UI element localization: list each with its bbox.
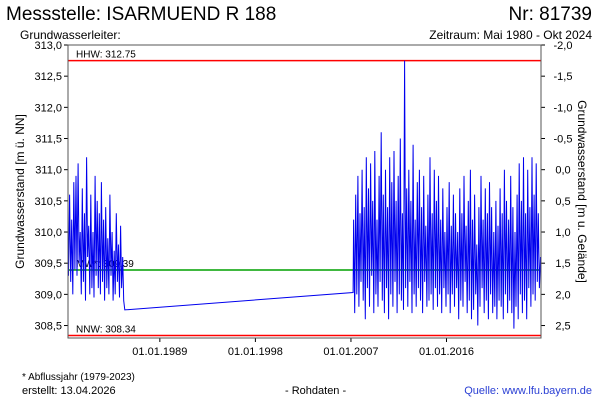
y-axis-title: Grundwasserstand [m ü. NN] [13, 114, 27, 269]
x-tick-label: 01.01.2016 [419, 346, 474, 358]
x-axis: 01.01.1989 01.01.1998 01.01.2007 01.01.2016 [132, 338, 474, 358]
footnote-hydro-year: * Abflussjahr (1979-2023) [22, 372, 135, 383]
y2-tick-label: -0,5 [554, 134, 573, 146]
y2-tick-label: 2,5 [555, 321, 570, 333]
x-tick-label: 01.01.1989 [132, 346, 187, 358]
y-axis-right: 2,5 2,0 1,5 1,0 0,5 0,0 -0,5 -1,0 -1,5 -2,0 [541, 40, 572, 333]
y-tick-label: 310,0 [34, 227, 62, 239]
y2-tick-label: 0,5 [555, 196, 570, 208]
station-number: Nr: 81739 [508, 4, 592, 25]
data-type-label: - Rohdaten - [285, 385, 347, 397]
y-tick-label: 313,0 [34, 40, 62, 52]
created-date: erstellt: 13.04.2026 [22, 385, 116, 397]
y-axis-left: 308,5 309,0 309,5 310,0 310,5 311,0 311,5 312,0… [34, 40, 68, 333]
station-title: Messstelle: ISARMUEND R 188 [6, 4, 277, 25]
x-tick-label: 01.01.2007 [323, 346, 378, 358]
y2-tick-label: -2,0 [554, 40, 573, 52]
y-tick-label: 310,5 [34, 196, 62, 208]
y2-tick-label: 1,5 [555, 258, 570, 270]
y-tick-label: 309,5 [34, 258, 62, 270]
reference-line-label: HHW: 312.75 [76, 50, 136, 61]
y-tick-label: 311,0 [35, 165, 62, 177]
y-tick-label: 308,5 [34, 321, 62, 333]
y2-tick-label: -1,0 [554, 102, 573, 114]
y2-tick-label: -1,5 [554, 71, 573, 83]
y-tick-label: 312,0 [34, 102, 62, 114]
series-layer [68, 60, 541, 329]
y2-axis-title: Grundwasserstand [m u. Gelände] [575, 100, 589, 283]
y-tick-label: 311,5 [35, 134, 62, 146]
y2-tick-label: 1,0 [555, 227, 570, 239]
plot-frame [67, 44, 542, 339]
x-tick-label: 01.01.1998 [228, 346, 283, 358]
groundwater-series-line [68, 60, 541, 329]
y-tick-label: 309,0 [34, 289, 62, 301]
source-link[interactable]: Quelle: www.lfu.bayern.de [464, 385, 592, 397]
aquifer-label: Grundwasserleiter: [20, 28, 121, 42]
y2-tick-label: 0,0 [555, 165, 570, 177]
y2-tick-label: 2,0 [555, 289, 570, 301]
period-label: Zeitraum: Mai 1980 - Okt 2024 [429, 28, 592, 42]
reference-line-label: NNW: 308.34 [76, 325, 136, 336]
y-tick-label: 312,5 [34, 71, 62, 83]
